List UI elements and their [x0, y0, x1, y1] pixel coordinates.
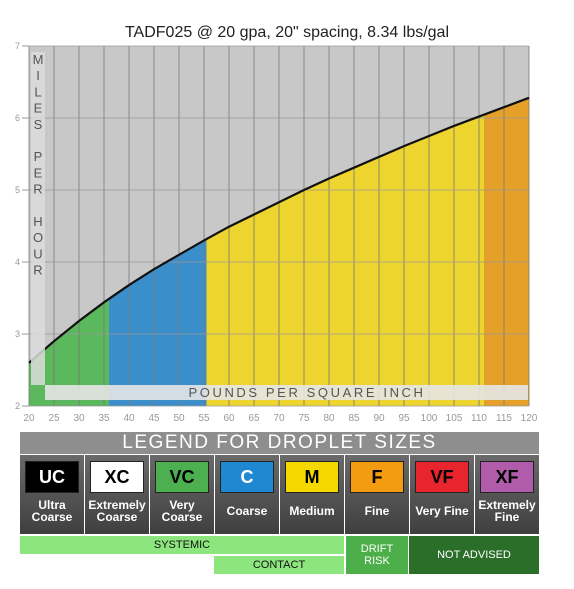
drift-risk-band: DRIFT RISK	[346, 536, 408, 574]
speed-curve	[28, 96, 530, 364]
not-advised-band: NOT ADVISED	[409, 536, 539, 574]
x-tick-110: 110	[471, 413, 487, 424]
y-tick-7: 7	[15, 41, 20, 51]
legend-item-vf: VF Very Fine	[409, 455, 474, 534]
legend-label-vf: Very Fine	[415, 504, 469, 518]
x-tick-30: 30	[73, 413, 85, 424]
x-tick-60: 60	[223, 413, 235, 424]
y-tick-2: 2	[15, 401, 20, 411]
legend-swatch-f: F	[350, 461, 404, 493]
x-tick-40: 40	[123, 413, 135, 424]
y-tick-6: 6	[15, 113, 20, 123]
x-tick-25: 25	[48, 413, 60, 424]
legend-item-m: M Medium	[279, 455, 344, 534]
region-0	[29, 298, 109, 406]
legend-label-f: Fine	[364, 504, 390, 518]
y-tick-5: 5	[15, 185, 20, 195]
contact-band: CONTACT	[214, 556, 344, 574]
legend-swatch-m: M	[285, 461, 339, 493]
legend-swatch-xc: XC	[90, 461, 144, 493]
y-tick-3: 3	[15, 329, 20, 339]
systemic-band: SYSTEMIC	[20, 536, 344, 554]
legend-label-m: Medium	[289, 504, 335, 518]
legend-item-xf: XF Extremely Fine	[474, 455, 539, 534]
x-tick-45: 45	[148, 413, 160, 424]
legend-item-c: C Coarse	[214, 455, 279, 534]
x-tick-100: 100	[421, 413, 438, 424]
legend-item-uc: UC Ultra Coarse	[20, 455, 84, 534]
y-tick-4: 4	[15, 257, 20, 267]
x-tick-75: 75	[298, 413, 310, 424]
legend-swatch-vf: VF	[415, 461, 469, 493]
x-tick-50: 50	[173, 413, 185, 424]
legend-title: LEGEND FOR DROPLET SIZES	[20, 432, 539, 454]
legend-swatch-vc: VC	[155, 461, 209, 493]
x-tick-115: 115	[496, 413, 512, 424]
x-tick-85: 85	[348, 413, 360, 424]
x-tick-120: 120	[521, 413, 538, 424]
x-tick-105: 105	[446, 413, 463, 424]
legend-swatch-xf: XF	[480, 461, 534, 493]
x-tick-35: 35	[98, 413, 110, 424]
legend-label-c: Coarse	[226, 504, 268, 518]
x-tick-90: 90	[373, 413, 385, 424]
legend-label-xc: Extremely Coarse	[88, 498, 146, 524]
legend-item-xc: XC Extremely Coarse	[84, 455, 149, 534]
legend-item-f: F Fine	[344, 455, 409, 534]
x-tick-95: 95	[398, 413, 410, 424]
x-tick-80: 80	[323, 413, 335, 424]
region-1	[109, 239, 207, 406]
ylabel-box	[31, 52, 45, 385]
region-3	[484, 97, 529, 406]
region-2	[206, 114, 484, 406]
x-tick-20: 20	[23, 413, 35, 424]
legend-swatch-c: C	[220, 461, 274, 493]
legend-swatch-uc: UC	[25, 461, 79, 493]
chart-title: TADF025 @ 20 gpa, 20" spacing, 8.34 lbs/…	[124, 24, 450, 41]
legend-label-uc: Ultra Coarse	[31, 498, 73, 524]
legend-label-vc: Very Coarse	[161, 498, 203, 524]
x-tick-65: 65	[248, 413, 260, 424]
legend-item-vc: VC Very Coarse	[149, 455, 214, 534]
x-tick-55: 55	[198, 413, 210, 424]
xlabel: POUNDS PER SQUARE INCH	[188, 385, 425, 400]
x-tick-70: 70	[273, 413, 285, 424]
xlabel-box	[45, 385, 528, 400]
legend-label-xf: Extremely Fine	[478, 498, 536, 524]
legend-row: UC Ultra Coarse XC Extremely Coarse VC Very C…	[20, 455, 539, 534]
